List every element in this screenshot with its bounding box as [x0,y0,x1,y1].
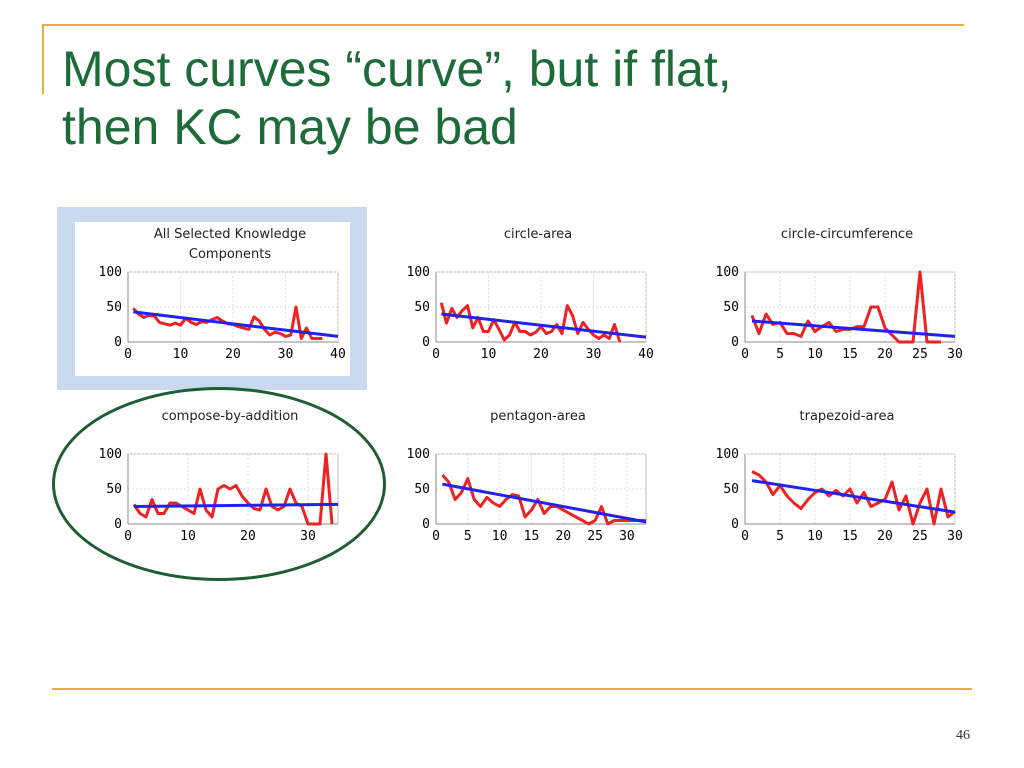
y-tick-label: 50 [723,482,739,497]
top-rule [42,24,964,26]
x-tick-label: 10 [173,347,189,362]
x-tick-label: 10 [807,347,823,362]
predicted-series-line [442,482,647,524]
chart-title-line: All Selected Knowledge [154,227,306,242]
x-tick-label: 5 [776,347,784,362]
page-number: 46 [956,728,970,743]
highlight-ellipse [52,387,386,581]
x-tick-label: 20 [877,529,893,544]
bottom-rule [52,688,972,690]
predicted-series-line [133,310,339,338]
actual-series-line [441,473,646,526]
predicted-series-line [751,479,956,514]
y-tick-label: 0 [731,335,739,350]
chart-trapezoid-area: trapezoid-area 0 50 100 0 5 10 15 20 25 30 [716,409,963,544]
chart-title-line: Components [189,247,271,262]
x-tick-label: 0 [432,529,440,544]
x-tick-label: 10 [481,347,497,362]
chart-pentagon-area: pentagon-area 0 50 100 0 5 10 15 20 25 30 [407,409,647,544]
slide-title: Most curves “curve”, but if flat, then K… [62,40,962,156]
y-tick-label: 0 [731,517,739,532]
title-line-2: then KC may be bad [62,99,518,155]
chart-circle-circumference: circle-circumference 0 50 100 0 5 10 15 20 25 30 [716,227,963,362]
predicted-series-line [751,319,956,338]
x-tick-label: 20 [225,347,241,362]
x-tick-label: 25 [912,529,928,544]
x-tick-label: 30 [619,529,635,544]
y-tick-label: 50 [414,482,430,497]
chart-circle-area: circle-area 0 50 100 0 10 20 30 40 [407,227,654,362]
y-tick-label: 0 [422,517,430,532]
x-tick-label: 5 [776,529,784,544]
x-tick-label: 0 [124,347,132,362]
predicted-series-line [441,312,647,339]
x-tick-label: 15 [524,529,540,544]
x-tick-label: 20 [877,347,893,362]
x-tick-label: 10 [492,529,508,544]
y-tick-label: 100 [407,265,430,280]
title-line-1: Most curves “curve”, but if flat, [62,41,732,97]
x-tick-label: 30 [278,347,294,362]
x-tick-label: 10 [807,529,823,544]
y-tick-label: 0 [114,335,122,350]
x-tick-label: 5 [464,529,472,544]
x-tick-label: 15 [842,529,858,544]
chart-title-line: pentagon-area [490,409,586,424]
y-tick-label: 50 [106,300,122,315]
x-tick-label: 25 [587,529,603,544]
chart-title-line: trapezoid-area [800,409,895,424]
x-tick-label: 30 [947,529,963,544]
x-tick-label: 15 [842,347,858,362]
x-tick-label: 20 [533,347,549,362]
x-tick-label: 40 [330,347,346,362]
x-tick-label: 0 [741,529,749,544]
y-tick-label: 100 [99,265,122,280]
y-tick-label: 100 [407,447,430,462]
y-tick-label: 50 [723,300,739,315]
y-tick-label: 0 [422,335,430,350]
y-tick-label: 100 [716,265,739,280]
chart-title-line: circle-circumference [781,227,913,242]
x-tick-label: 25 [912,347,928,362]
x-tick-label: 30 [586,347,602,362]
x-tick-label: 30 [947,347,963,362]
y-tick-label: 100 [716,447,739,462]
x-tick-label: 40 [638,347,654,362]
x-tick-label: 0 [432,347,440,362]
x-tick-label: 0 [741,347,749,362]
chart-title-line: circle-area [504,227,572,242]
y-tick-label: 50 [414,300,430,315]
x-tick-label: 20 [555,529,571,544]
left-rule [42,24,44,94]
chart-all-kcs: All Selected Knowledge Components 0 50 100 0 1… [99,227,346,362]
